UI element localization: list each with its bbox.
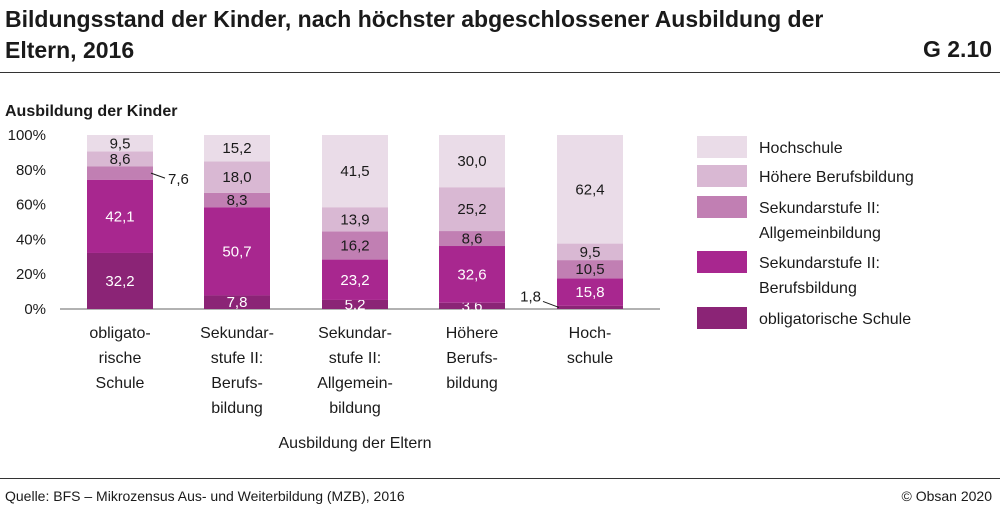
bar-segment <box>439 302 505 309</box>
y-tick-label: 40% <box>16 231 46 248</box>
data-label: 1,8 <box>520 288 541 305</box>
chart-title: Bildungsstand der Kinder, nach höchster … <box>5 6 824 63</box>
bar-segment <box>204 192 270 208</box>
bar-segment <box>87 166 153 180</box>
bar-segment <box>322 299 388 309</box>
bar-segment <box>204 135 270 162</box>
source-note: Quelle: BFS – Mikrozensus Aus- und Weite… <box>5 488 405 504</box>
x-category-label: rische <box>99 350 142 367</box>
bar-segment <box>87 252 153 309</box>
data-label: 7,8 <box>227 294 248 311</box>
data-label: 32,2 <box>105 273 134 290</box>
bar-segment <box>557 135 623 244</box>
bottom-divider <box>0 478 1000 479</box>
copyright-note: © Obsan 2020 <box>901 488 993 504</box>
legend-swatch <box>697 136 747 158</box>
data-label: 62,4 <box>575 181 604 198</box>
data-label: 18,0 <box>222 169 251 186</box>
data-label: 10,5 <box>575 261 604 278</box>
bar-segment <box>439 187 505 232</box>
x-category-label: schule <box>567 350 613 367</box>
data-label: 32,6 <box>457 266 486 283</box>
data-label: 8,6 <box>462 231 483 248</box>
legend-label: Sekundarstufe II: <box>759 255 880 272</box>
top-divider <box>0 72 1000 73</box>
bar-segment <box>557 278 623 306</box>
legend-label: Berufsbildung <box>759 280 857 297</box>
data-label: 30,0 <box>457 153 486 170</box>
x-category-label: Sekundar- <box>200 325 274 342</box>
data-label-leader <box>542 300 560 308</box>
x-category-label: bildung <box>446 375 498 392</box>
x-category-label: Berufs- <box>446 350 498 367</box>
y-axis-title: Ausbildung der Kinder <box>5 103 177 120</box>
bar-segment <box>87 151 153 167</box>
y-tick-label: 100% <box>8 127 46 144</box>
data-label: 15,2 <box>222 140 251 157</box>
legend-label: Hochschule <box>759 140 843 157</box>
data-label: 41,5 <box>340 163 369 180</box>
data-label: 25,2 <box>457 201 486 218</box>
data-label: 23,2 <box>340 272 369 289</box>
bar-segment <box>87 179 153 253</box>
x-category-label: Schule <box>96 375 145 392</box>
legend-label: Sekundarstufe II: <box>759 200 880 217</box>
y-tick-label: 20% <box>16 266 46 283</box>
legend-label: Allgemeinbildung <box>759 225 881 242</box>
legend-label: Höhere Berufsbildung <box>759 169 914 186</box>
x-category-label: Allgemein- <box>317 375 393 392</box>
x-category-label: Hoch- <box>569 325 612 342</box>
x-category-label: Berufs- <box>211 375 263 392</box>
bar-segment <box>557 260 623 279</box>
data-label: 16,2 <box>340 237 369 254</box>
legend-swatch <box>697 196 747 218</box>
bar-segment <box>557 305 623 309</box>
legend-swatch <box>697 307 747 329</box>
data-label: 13,9 <box>340 211 369 228</box>
x-category-label: stufe II: <box>329 350 381 367</box>
bar-segment <box>439 135 505 188</box>
data-label: 50,7 <box>222 243 251 260</box>
data-label: 9,5 <box>110 135 131 152</box>
data-label: 5,2 <box>345 296 366 313</box>
x-axis-title: Ausbildung der Eltern <box>279 435 432 452</box>
bar-segment <box>87 135 153 152</box>
data-label: 8,6 <box>110 151 131 168</box>
bar-segment <box>557 243 623 261</box>
stacked-bar-chart: Ausbildung der Kinder 0% 20% 40% 60% 80% 100% 3… <box>5 103 914 452</box>
bar-segment <box>322 207 388 232</box>
data-label: 15,8 <box>575 284 604 301</box>
x-category-label: bildung <box>329 400 381 417</box>
bar-segment <box>204 207 270 296</box>
legend-label: obligatorische Schule <box>759 311 911 328</box>
bar-segment <box>439 231 505 247</box>
x-category-label: obligato- <box>89 325 150 342</box>
bar-segment <box>322 231 388 260</box>
chart-code: G 2.10 <box>922 36 992 62</box>
legend-swatch <box>697 251 747 273</box>
bar-segment <box>322 259 388 300</box>
bar-segment <box>439 246 505 303</box>
bar-segment <box>322 135 388 208</box>
data-label: 7,6 <box>168 171 189 188</box>
x-category-label: Höhere <box>446 325 499 342</box>
y-tick-label: 0% <box>24 301 46 318</box>
data-label: 9,5 <box>580 244 601 261</box>
x-category-label: Sekundar- <box>318 325 392 342</box>
x-category-label: stufe II: <box>211 350 263 367</box>
data-label: 8,3 <box>227 192 248 209</box>
data-label: 42,1 <box>105 208 134 225</box>
data-label-leader <box>150 172 166 179</box>
y-tick-label: 80% <box>16 162 46 179</box>
x-category-label: bildung <box>211 400 263 417</box>
bar-segment <box>204 295 270 309</box>
y-tick-label: 60% <box>16 197 46 214</box>
legend-swatch <box>697 165 747 187</box>
bar-segment <box>204 161 270 193</box>
